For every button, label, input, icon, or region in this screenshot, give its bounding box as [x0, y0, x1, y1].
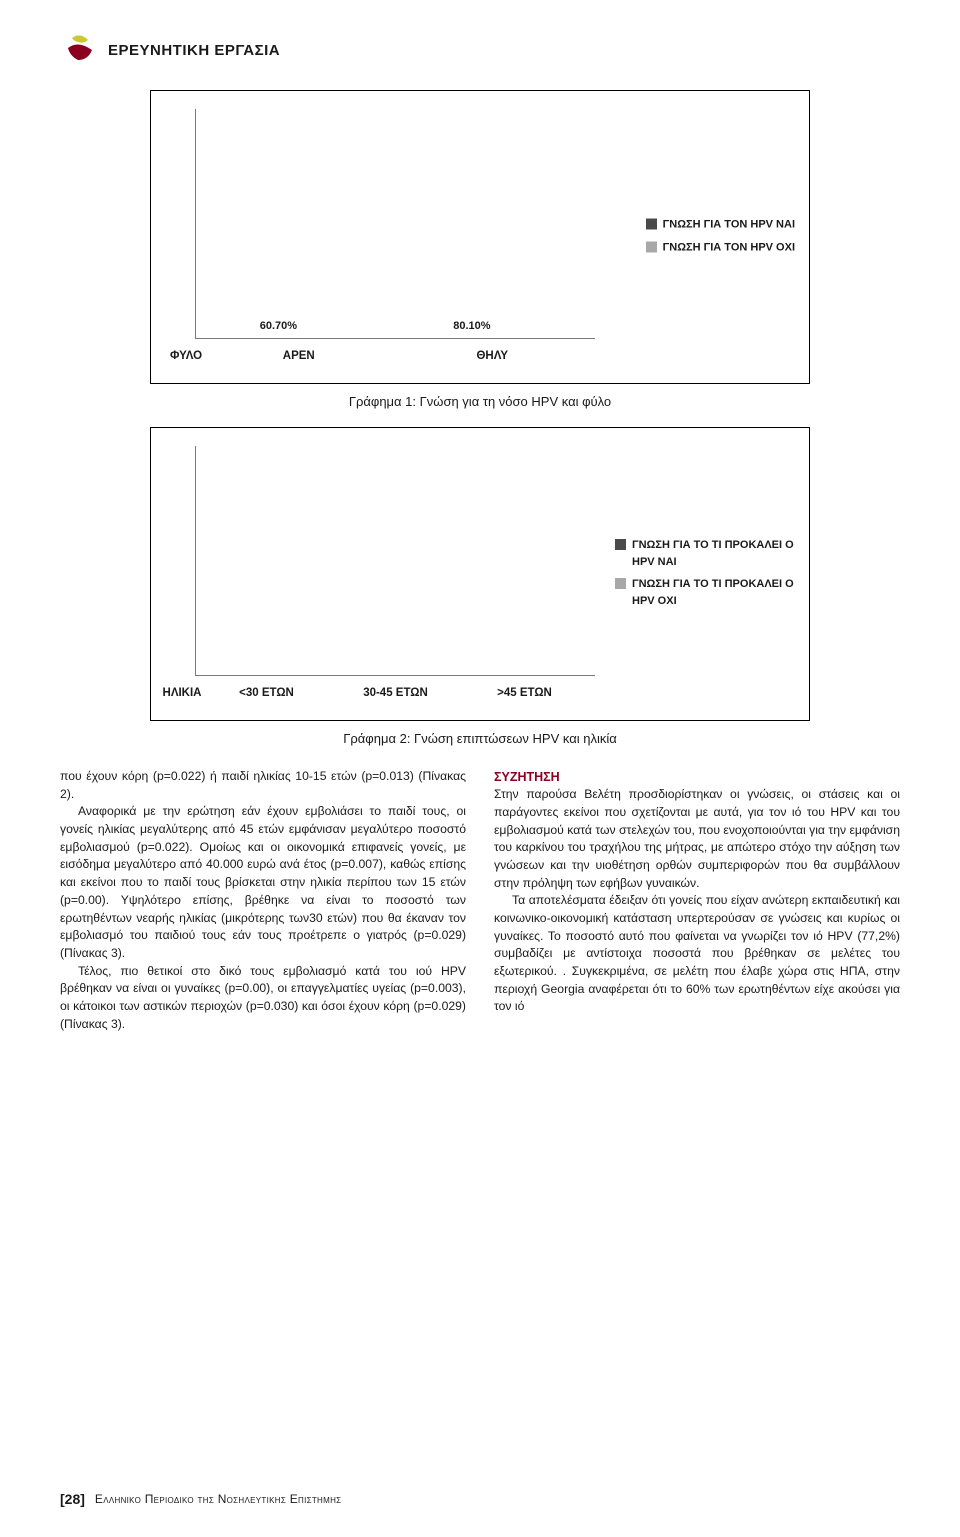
cat-gt45: >45 ΕΤΩΝ [497, 687, 552, 699]
cat-aren: ΑΡΕΝ [283, 350, 315, 362]
left-para-1: που έχουν κόρη (p=0.022) ή παιδί ηλικίας… [60, 768, 466, 803]
legend-item-yes-2: ΓΝΩΣΗ ΓΙΑ ΤΟ ΤΙ ΠΡΟΚΑΛΕΙ Ο HPV ΝΑΙ [615, 537, 795, 570]
page-header: ΕΡΕΥΝΗΤΙΚΗ ΕΡΓΑΣΙΑ [60, 30, 900, 70]
left-para-2: Αναφορικά με την ερώτηση εάν έχουν εμβολ… [60, 803, 466, 962]
left-para-3: Τέλος, πιο θετικοί στο δικό τους εμβολια… [60, 963, 466, 1034]
bar-label-thily: 80.10% [453, 320, 489, 332]
chart2-caption: Γράφημα 2: Γνώση επιπτώσεων HPV και ηλικ… [60, 731, 900, 746]
chart1-xaxis-label: ΦΥΛΟ [170, 350, 202, 362]
body-text: που έχουν κόρη (p=0.022) ή παιδί ηλικίας… [60, 768, 900, 1033]
cat-3045: 30-45 ΕΤΩΝ [363, 687, 428, 699]
swatch-light-icon [646, 241, 657, 252]
right-para-1: Στην παρούσα Βελέτη προσδιορίστηκαν οι γ… [494, 786, 900, 892]
legend-item-no-2: ΓΝΩΣΗ ΓΙΑ ΤΟ ΤΙ ΠΡΟΚΑΛΕΙ Ο HPV ΟΧΙ [615, 576, 795, 609]
chart-1-box: 60.70% ΑΡΕΝ 80.10% ΘΗΛΥ ΦΥΛΟ ΓΝΩΣΗ ΓΙΑ [150, 90, 810, 384]
right-para-2: Τα αποτελέσματα έδειξαν ότι γονείς που ε… [494, 892, 900, 1016]
section-title: ΕΡΕΥΝΗΤΙΚΗ ΕΡΓΑΣΙΑ [108, 42, 280, 59]
bar-label-aren: 60.70% [260, 320, 296, 332]
discussion-heading: ΣΥΖΗΤΗΣΗ [494, 768, 900, 786]
cat-lt30: <30 ΕΤΩΝ [239, 687, 294, 699]
chart2-xaxis-label: ΗΛΙΚΙΑ [163, 687, 202, 699]
cat-thily: ΘΗΛΥ [476, 350, 508, 362]
page-number: [28] [60, 1491, 85, 1507]
chart1-legend: ΓΝΩΣΗ ΓΙΑ ΤΟΝ HPV ΝΑΙ ΓΝΩΣΗ ΓΙΑ ΤΟΝ HPV … [646, 217, 795, 262]
legend-item-no: ΓΝΩΣΗ ΓΙΑ ΤΟΝ HPV ΟΧΙ [646, 239, 795, 256]
chart2-legend: ΓΝΩΣΗ ΓΙΑ ΤΟ ΤΙ ΠΡΟΚΑΛΕΙ Ο HPV ΝΑΙ ΓΝΩΣΗ… [615, 537, 795, 615]
swatch-dark-icon [615, 539, 626, 550]
swatch-light-icon [615, 578, 626, 589]
journal-logo-icon [60, 30, 100, 70]
chart-1-plot: 60.70% ΑΡΕΝ 80.10% ΘΗΛΥ ΦΥΛΟ [195, 109, 595, 339]
chart-2-plot: <30 ΕΤΩΝ 30-45 ΕΤΩΝ >45 ΕΤΩΝ ΗΛΙΚΙΑ [195, 446, 595, 676]
legend-item-yes: ΓΝΩΣΗ ΓΙΑ ΤΟΝ HPV ΝΑΙ [646, 217, 795, 234]
swatch-dark-icon [646, 219, 657, 230]
page-footer: [28] Ελληνικο Περιοδικο της Νοσηλευτικης… [60, 1491, 341, 1507]
chart1-caption: Γράφημα 1: Γνώση για τη νόσο HPV και φύλ… [60, 394, 900, 409]
chart-2-box: <30 ΕΤΩΝ 30-45 ΕΤΩΝ >45 ΕΤΩΝ ΗΛΙΚΙΑ ΓΝΩΣ… [150, 427, 810, 721]
journal-name: Ελληνικο Περιοδικο της Νοσηλευτικης Επισ… [95, 1492, 342, 1506]
